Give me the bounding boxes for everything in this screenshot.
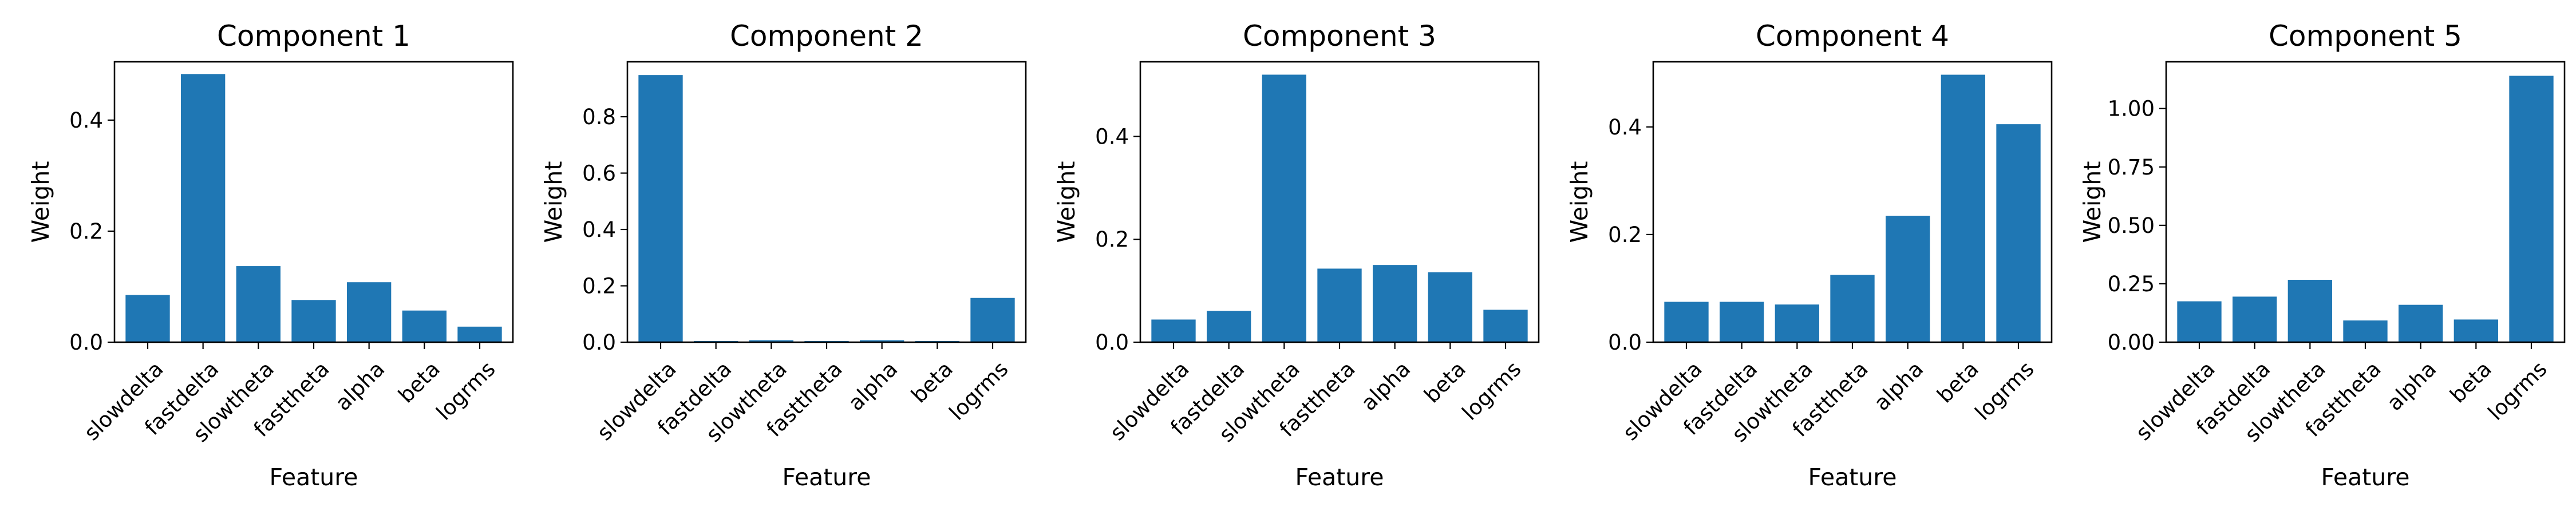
y-tick-label: 0.6 (582, 161, 616, 186)
bar-slowdelta (2177, 301, 2222, 342)
bar-alpha (347, 282, 392, 342)
y-axis-label: Weight (540, 161, 567, 243)
y-tick-label: 0.2 (1095, 227, 1129, 252)
chart-component-1: Component 1 Feature Weight 0.00.20.4slow… (27, 19, 514, 491)
bar-logrms (970, 298, 1015, 342)
bar-fastdelta (2233, 296, 2277, 342)
x-axis-label: Feature (2321, 464, 2410, 491)
bar-slowtheta (2287, 279, 2332, 342)
y-axis-label: Weight (1053, 161, 1080, 243)
bar-slowdelta (638, 75, 683, 342)
y-axis-label: Weight (2079, 161, 2106, 243)
chart-title: Component 4 (1756, 19, 1949, 53)
chart-title: Component 3 (1243, 19, 1436, 53)
bar-beta (1428, 272, 1472, 342)
bar-fastdelta (181, 74, 226, 342)
y-tick-label: 0.0 (1095, 330, 1129, 355)
y-tick-label: 0.0 (582, 330, 616, 355)
y-tick-label: 0.2 (1608, 223, 1642, 247)
y-tick-label: 0.4 (69, 108, 103, 133)
bar-alpha (1886, 215, 1930, 342)
bar-slowtheta (1262, 74, 1306, 343)
bar-logrms (2509, 76, 2554, 342)
y-tick-label: 0.4 (582, 217, 616, 242)
bar-beta (2453, 319, 2498, 342)
x-axis-label: Feature (1295, 464, 1384, 491)
y-axis-label: Weight (1566, 161, 1593, 243)
y-tick-label: 0.2 (69, 219, 103, 244)
x-axis-label: Feature (1808, 464, 1897, 491)
y-axis-label: Weight (27, 161, 54, 243)
y-tick-label: 0.25 (2108, 272, 2155, 296)
bar-slowtheta (749, 340, 793, 342)
y-tick-label: 0.4 (1095, 124, 1129, 149)
y-tick-label: 0.00 (2108, 330, 2155, 355)
y-tick-label: 0.0 (69, 330, 103, 355)
bar-fastdelta (1207, 311, 1251, 342)
chart-title: Component 1 (217, 19, 410, 53)
bar-slowtheta (236, 266, 280, 342)
chart-title: Component 2 (730, 19, 923, 53)
bar-slowdelta (1151, 319, 1196, 342)
y-tick-label: 0.4 (1608, 115, 1642, 140)
bar-alpha (1373, 265, 1417, 342)
chart-title: Component 5 (2269, 19, 2462, 53)
bar-fasttheta (2343, 320, 2388, 342)
bar-alpha (2399, 304, 2443, 342)
bar-slowdelta (1664, 302, 1709, 342)
bar-beta (1941, 74, 1985, 343)
bar-slowtheta (1775, 304, 1819, 342)
bar-fastdelta (1720, 302, 1764, 342)
y-tick-label: 0.2 (582, 274, 616, 299)
y-tick-label: 0.75 (2108, 155, 2155, 180)
bar-logrms (457, 326, 502, 342)
bar-beta (402, 310, 447, 342)
bar-fasttheta (291, 300, 336, 342)
bar-logrms (1996, 124, 2041, 342)
bar-fasttheta (1317, 268, 1362, 342)
chart-component-4: Component 4 Feature Weight 0.00.20.4slow… (1566, 19, 2053, 491)
y-tick-label: 0.8 (582, 105, 616, 129)
y-tick-label: 0.50 (2108, 213, 2155, 238)
x-axis-label: Feature (783, 464, 871, 491)
bar-alpha (860, 340, 904, 342)
bar-fasttheta (1830, 275, 1875, 342)
y-tick-label: 1.00 (2108, 97, 2155, 121)
bar-logrms (1483, 310, 1528, 342)
y-tick-label: 0.0 (1608, 330, 1642, 355)
bar-slowdelta (125, 295, 170, 342)
x-axis-label: Feature (270, 464, 358, 491)
